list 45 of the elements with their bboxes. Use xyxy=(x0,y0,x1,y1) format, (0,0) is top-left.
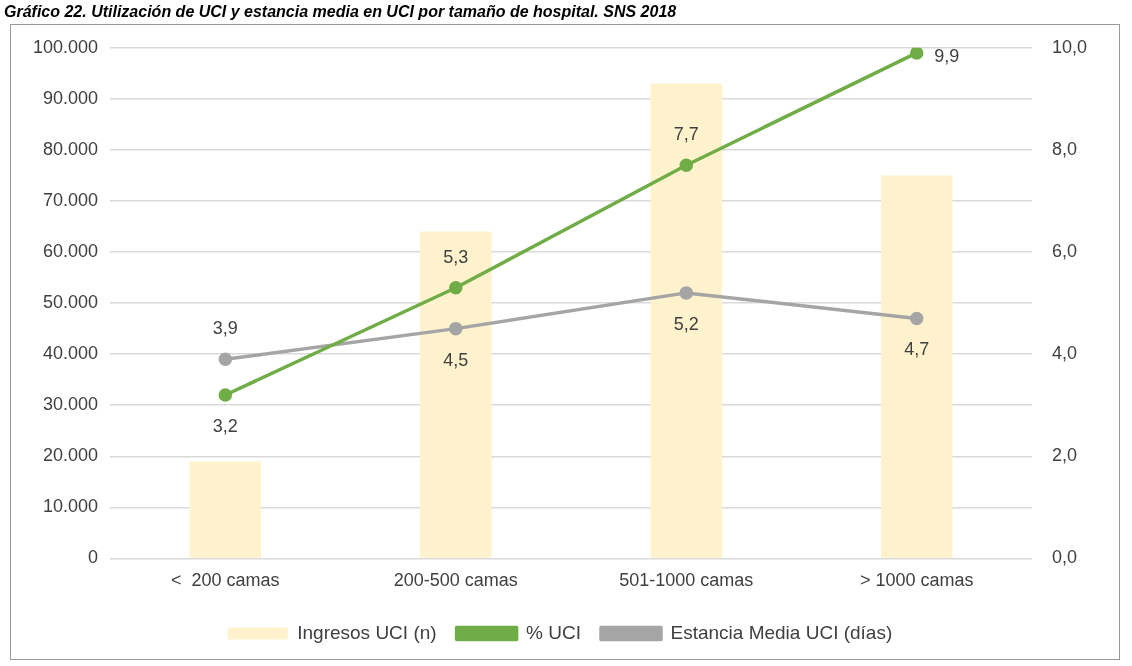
bar xyxy=(881,175,953,558)
legend-label: Ingresos UCI (n) xyxy=(297,621,437,643)
legend-label: Estancia Media UCI (días) xyxy=(670,621,893,643)
y-tick-label: 90.000 xyxy=(43,87,99,108)
y-tick-label: 80.000 xyxy=(43,138,99,159)
point xyxy=(679,158,693,172)
y-tick-label: 40.000 xyxy=(43,343,99,364)
y2-tick-label: 2,0 xyxy=(1051,445,1077,466)
y-tick-label: 70.000 xyxy=(43,189,99,210)
x-tick-label: > 1000 camas xyxy=(859,570,974,591)
y2-tick-label: 10,0 xyxy=(1051,36,1088,57)
bar xyxy=(420,231,492,558)
point xyxy=(218,352,233,367)
y-tick-label: 10.000 xyxy=(43,496,99,517)
bar xyxy=(650,83,722,558)
y-tick-label: 100.000 xyxy=(32,36,99,57)
x-tick-label: < 200 camas xyxy=(171,570,280,591)
point xyxy=(909,47,924,60)
y2-tick-label: 8,0 xyxy=(1051,138,1077,159)
y-tick-label: 20.000 xyxy=(43,445,99,466)
data-label: 4,7 xyxy=(904,339,930,360)
y-tick-label: 60.000 xyxy=(43,241,99,262)
y2-tick-label: 4,0 xyxy=(1051,343,1077,364)
data-label: 5,3 xyxy=(443,246,469,267)
y-tick-label: 0 xyxy=(88,547,99,568)
bar xyxy=(189,461,262,558)
point xyxy=(679,286,693,300)
x-tick-label: 200-500 camas xyxy=(393,570,518,591)
chart-title: Gráfico 22. Utilización de UCI y estancia media en UCI por tamaño de hospital. SNS 2018 xyxy=(3,2,678,22)
data-label: 7,7 xyxy=(673,124,699,145)
point xyxy=(909,311,924,326)
data-label: 9,9 xyxy=(934,45,960,66)
data-label: 3,9 xyxy=(212,318,238,339)
y-tick-label: 30.000 xyxy=(43,394,99,415)
y-tick-label: 50.000 xyxy=(43,292,99,313)
legend-label: % UCI xyxy=(526,621,582,643)
data-label: 3,2 xyxy=(212,415,238,436)
data-label: 5,2 xyxy=(673,313,699,334)
x-tick-label: 501-1000 camas xyxy=(619,570,754,591)
y2-tick-label: 6,0 xyxy=(1051,241,1077,262)
data-label: 4,5 xyxy=(443,349,469,370)
point xyxy=(218,388,233,402)
point xyxy=(449,281,463,295)
y2-tick-label: 0,0 xyxy=(1051,547,1077,568)
point xyxy=(449,321,463,336)
